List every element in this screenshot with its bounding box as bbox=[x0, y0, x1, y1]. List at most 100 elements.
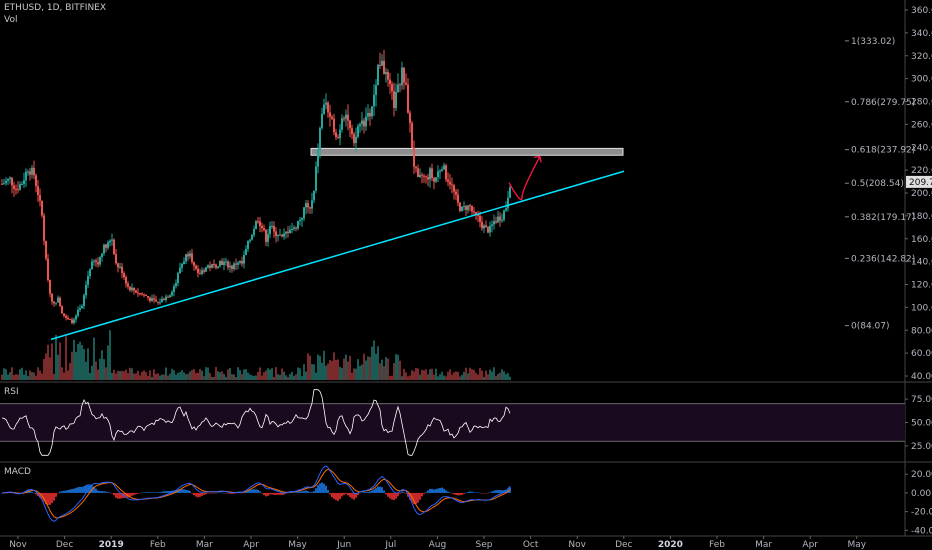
fib-level-label: 0.382(179.17) bbox=[851, 213, 915, 223]
volume-bar bbox=[479, 367, 481, 380]
volume-bar bbox=[123, 371, 125, 380]
macd-histogram-bar bbox=[491, 491, 493, 493]
candles[interactable] bbox=[1, 49, 511, 325]
candle-body bbox=[21, 184, 23, 186]
volume-bar bbox=[385, 357, 387, 380]
candle-body bbox=[301, 218, 303, 220]
macd-histogram-bar bbox=[167, 490, 169, 493]
candle-body bbox=[487, 227, 489, 233]
macd-histogram-bar bbox=[31, 491, 33, 493]
candle-body bbox=[477, 214, 479, 216]
candle-body bbox=[421, 174, 423, 176]
resistance-zone-rect[interactable] bbox=[310, 147, 624, 156]
macd-histogram-bar bbox=[75, 487, 77, 493]
volume-bar bbox=[403, 368, 405, 380]
candle-body bbox=[125, 277, 127, 284]
candle-body bbox=[497, 216, 499, 223]
candle-body bbox=[149, 297, 151, 302]
volume-bar bbox=[71, 351, 73, 380]
candle-body bbox=[503, 210, 505, 220]
volume-bar bbox=[495, 375, 497, 380]
macd-histogram-bar bbox=[301, 491, 303, 493]
volume-bar bbox=[59, 342, 61, 380]
macd-line[interactable] bbox=[1, 465, 511, 522]
volume-bar bbox=[283, 371, 285, 380]
volume-bar bbox=[167, 375, 169, 380]
volume-bar bbox=[371, 346, 373, 380]
candle-body bbox=[263, 228, 265, 230]
volume-bar bbox=[27, 376, 29, 380]
rsi-line[interactable] bbox=[1, 389, 511, 456]
candle-body bbox=[403, 67, 405, 83]
volume-bar bbox=[291, 371, 293, 380]
macd-histogram-bar bbox=[239, 492, 241, 494]
volume-bar bbox=[105, 367, 107, 380]
macd-histogram-bar bbox=[303, 490, 305, 493]
candle-body bbox=[313, 190, 315, 201]
macd-histogram-bar bbox=[237, 492, 239, 494]
macd-histogram-bar bbox=[199, 492, 201, 497]
volume-bar bbox=[135, 373, 137, 380]
volume-bar bbox=[389, 376, 391, 380]
candle-body bbox=[97, 262, 99, 265]
macd-pane[interactable]: 20.00 0.00 -20.00 -40.00 bbox=[1, 465, 932, 536]
candle-body bbox=[307, 203, 309, 208]
volume-bar bbox=[361, 364, 363, 380]
volume-bar bbox=[23, 374, 25, 380]
time-axis[interactable]: Nov Dec 2019 Feb Mar Apr May Jun Jul Aug Sep Oct Nov… bbox=[9, 536, 867, 550]
candle-body bbox=[71, 319, 73, 323]
candle-body bbox=[401, 67, 403, 86]
macd-histogram-bar bbox=[459, 492, 461, 496]
volume-bar bbox=[121, 370, 123, 380]
candle-body bbox=[427, 177, 429, 180]
candle-body bbox=[157, 301, 159, 303]
volume-bar bbox=[7, 374, 9, 380]
macd-histogram-bar bbox=[235, 492, 237, 494]
volume-bar bbox=[459, 376, 461, 380]
macd-histogram-bar bbox=[389, 492, 391, 499]
macd-histogram-bar bbox=[367, 491, 369, 493]
macd-histogram-bar bbox=[155, 492, 157, 493]
price-tick-label: 240.00 bbox=[911, 143, 932, 153]
macd-histogram-bar bbox=[467, 491, 469, 493]
macd-histogram-bar bbox=[101, 491, 103, 493]
volume-bar bbox=[471, 369, 473, 380]
macd-histogram-bar bbox=[219, 492, 221, 493]
candle-body bbox=[221, 260, 223, 265]
macd-histogram-bar bbox=[391, 492, 393, 500]
macd-histogram-bar bbox=[121, 492, 123, 499]
candle-body bbox=[63, 313, 65, 316]
volume-bar bbox=[119, 371, 121, 380]
volume-bar bbox=[131, 368, 133, 380]
time-tick-label: Feb bbox=[709, 540, 725, 550]
projection-arrow[interactable] bbox=[508, 156, 541, 201]
trendline-group[interactable] bbox=[50, 170, 625, 341]
trendline[interactable] bbox=[50, 170, 625, 341]
projection-arrow-group[interactable] bbox=[508, 155, 542, 201]
rsi-pane[interactable]: 75.00 50.00 25.00 bbox=[0, 389, 932, 456]
volume-bar bbox=[215, 367, 217, 380]
volume-bar bbox=[37, 367, 39, 380]
candle-body bbox=[351, 128, 353, 134]
volume-bar bbox=[149, 370, 151, 380]
volume-bar bbox=[147, 376, 149, 380]
candle-body bbox=[509, 187, 511, 198]
macd-histogram-bar bbox=[83, 486, 85, 493]
volume-bar bbox=[25, 370, 27, 380]
macd-histogram-bar bbox=[451, 492, 453, 494]
volume-bar bbox=[383, 366, 385, 380]
macd-histogram-bar bbox=[373, 489, 375, 493]
volume-bar bbox=[317, 354, 319, 380]
macd-tick-label: -20.00 bbox=[911, 508, 932, 518]
candle-body bbox=[181, 264, 183, 268]
candle-body bbox=[447, 179, 449, 182]
macd-histogram-bar bbox=[385, 492, 387, 495]
macd-histogram-bar bbox=[269, 492, 271, 495]
volume-bar bbox=[245, 369, 247, 380]
candle-body bbox=[169, 295, 171, 298]
volume-bar bbox=[431, 368, 433, 380]
volume-label: Vol bbox=[4, 15, 18, 25]
volume-bar bbox=[365, 360, 367, 380]
price-axis[interactable]: 360.00 340.00 320.00 300.00 280.00 260.00 240.… bbox=[905, 6, 932, 382]
